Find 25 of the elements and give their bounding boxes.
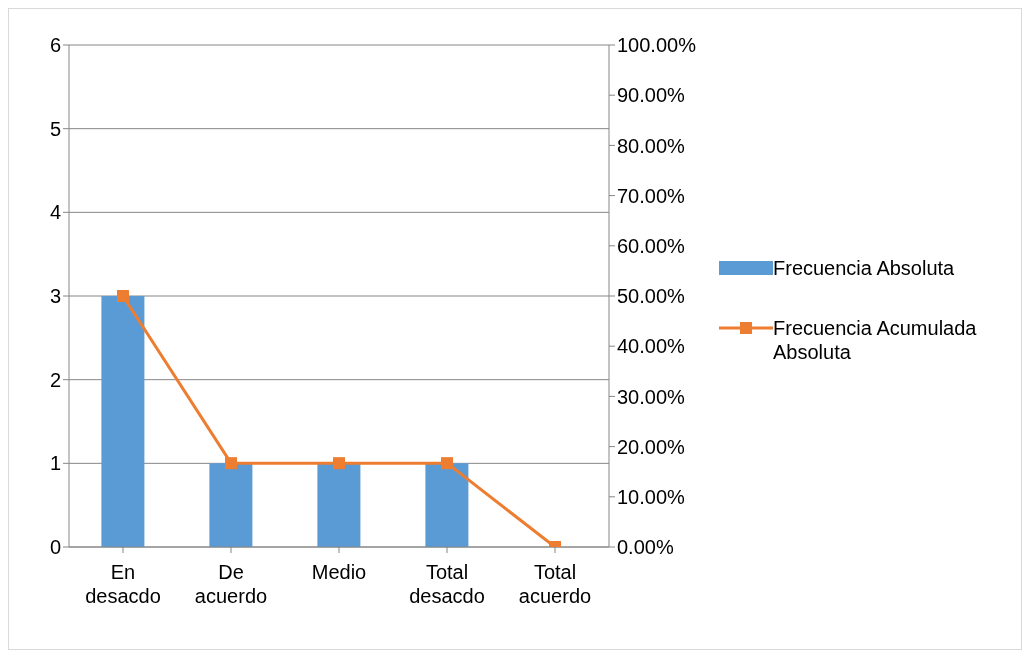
y2-tick-label: 0.00% [617,536,674,559]
y2-tick-label: 90.00% [617,84,686,107]
y2-tick-label: 30.00% [617,385,686,408]
y-tick-label: 4 [49,201,61,224]
y-tick-label: 3 [49,285,61,308]
y-tick-label: 5 [49,117,61,140]
y-tick-label: 1 [49,452,61,475]
y2-tick-label: 70.00% [617,184,686,207]
x-tick-label: Medio [311,561,367,583]
x-tick-label: Total acuerdo [518,561,592,607]
y2-tick-label: 20.00% [617,435,686,458]
x-tick-label: En desacdo [85,561,161,607]
y2-tick-label: 80.00% [617,134,686,157]
y2-tick-label: 60.00% [617,234,686,257]
y2-tick-label: 50.00% [617,285,686,308]
legend-label: Frecuencia Absoluta [773,256,955,280]
x-tick-label: Total desacdo [409,561,485,607]
legend-label: Frecuencia Acumulada Absoluta [773,316,978,364]
y-tick-label: 6 [49,34,61,57]
y2-tick-label: 40.00% [617,335,686,358]
y2-tick-label: 100.00% [617,34,697,57]
x-tick-label: De acuerdo [194,561,268,607]
y2-tick-label: 10.00% [617,485,686,508]
y-tick-label: 2 [49,368,61,391]
y-tick-label: 0 [49,536,61,559]
